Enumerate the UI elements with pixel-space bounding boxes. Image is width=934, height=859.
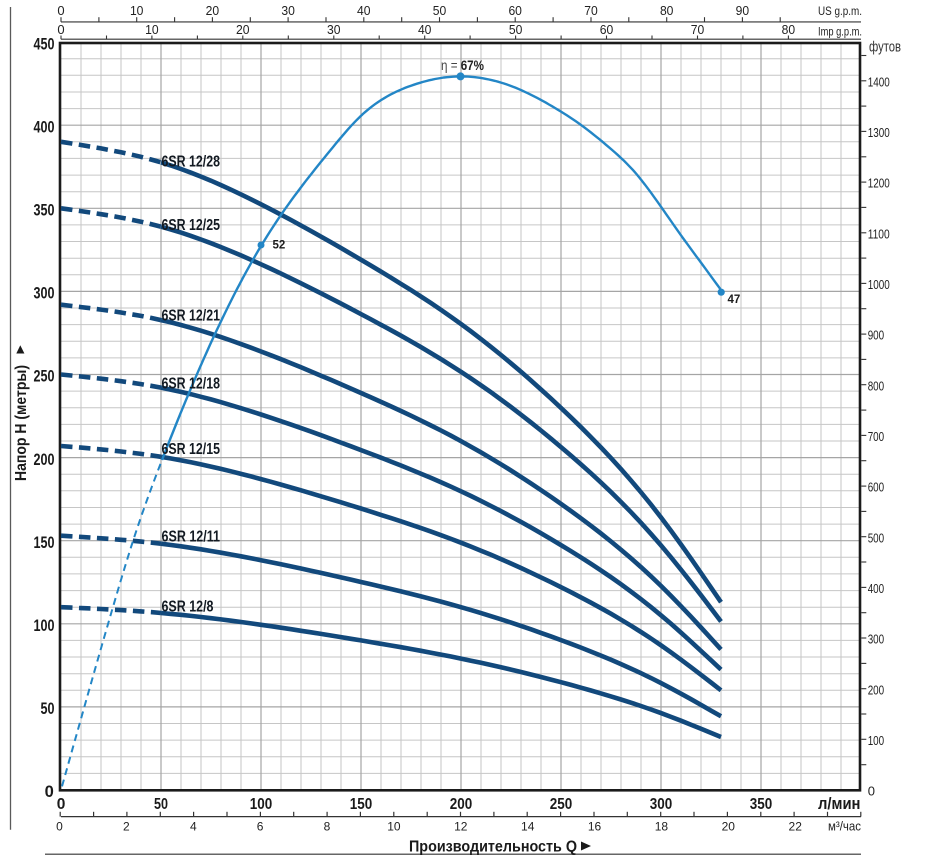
svg-text:450: 450 bbox=[34, 35, 55, 53]
svg-text:40: 40 bbox=[357, 3, 371, 18]
svg-text:30: 30 bbox=[327, 22, 341, 37]
svg-text:90: 90 bbox=[736, 3, 750, 18]
svg-text:250: 250 bbox=[550, 796, 573, 813]
svg-text:400: 400 bbox=[34, 118, 55, 136]
svg-text:300: 300 bbox=[650, 796, 673, 813]
svg-text:6SR 12/21: 6SR 12/21 bbox=[162, 308, 221, 325]
svg-text:900: 900 bbox=[868, 328, 885, 343]
svg-text:100: 100 bbox=[250, 796, 273, 813]
svg-text:6SR 12/8: 6SR 12/8 bbox=[162, 599, 214, 616]
svg-text:350: 350 bbox=[34, 202, 55, 220]
svg-text:л/мин: л/мин bbox=[818, 794, 861, 813]
svg-text:0: 0 bbox=[45, 783, 54, 801]
svg-text:Imp g.p.m.: Imp g.p.m. bbox=[818, 25, 862, 39]
svg-text:0: 0 bbox=[56, 819, 63, 833]
svg-text:100: 100 bbox=[34, 617, 55, 635]
svg-text:Производительность Q: Производительность Q bbox=[409, 839, 577, 856]
svg-text:300: 300 bbox=[34, 285, 55, 303]
svg-text:60: 60 bbox=[600, 22, 614, 37]
svg-text:20: 20 bbox=[722, 819, 736, 833]
svg-text:1400: 1400 bbox=[868, 74, 890, 89]
svg-text:2: 2 bbox=[123, 819, 130, 833]
svg-text:1300: 1300 bbox=[868, 125, 890, 140]
svg-text:100: 100 bbox=[868, 733, 885, 748]
svg-text:700: 700 bbox=[868, 429, 885, 444]
svg-text:US g.p.m.: US g.p.m. bbox=[818, 4, 862, 18]
svg-text:4: 4 bbox=[190, 819, 197, 833]
svg-text:6SR 12/18: 6SR 12/18 bbox=[162, 376, 221, 393]
svg-text:8: 8 bbox=[324, 819, 331, 833]
svg-text:70: 70 bbox=[584, 3, 598, 18]
svg-text:40: 40 bbox=[418, 22, 432, 37]
svg-text:18: 18 bbox=[655, 819, 669, 833]
svg-text:400: 400 bbox=[868, 581, 885, 596]
svg-text:10: 10 bbox=[130, 3, 144, 18]
svg-text:300: 300 bbox=[868, 632, 885, 647]
svg-text:70: 70 bbox=[691, 22, 705, 37]
svg-text:10: 10 bbox=[387, 819, 401, 833]
svg-text:1100: 1100 bbox=[868, 226, 890, 241]
svg-text:6SR 12/28: 6SR 12/28 bbox=[162, 154, 221, 171]
svg-text:12: 12 bbox=[454, 819, 468, 833]
svg-text:0: 0 bbox=[57, 22, 64, 37]
svg-text:6SR 12/11: 6SR 12/11 bbox=[162, 529, 221, 546]
svg-text:1200: 1200 bbox=[868, 176, 890, 191]
svg-text:150: 150 bbox=[34, 534, 55, 552]
svg-text:0: 0 bbox=[868, 784, 875, 799]
svg-text:20: 20 bbox=[206, 3, 220, 18]
svg-text:1000: 1000 bbox=[868, 277, 890, 292]
svg-text:Напор H (метры): Напор H (метры) bbox=[13, 365, 30, 481]
svg-text:47: 47 bbox=[728, 294, 741, 306]
svg-text:14: 14 bbox=[521, 819, 535, 833]
svg-text:200: 200 bbox=[868, 682, 885, 697]
svg-text:150: 150 bbox=[350, 796, 373, 813]
svg-text:0: 0 bbox=[57, 3, 64, 18]
svg-text:10: 10 bbox=[145, 22, 159, 37]
svg-text:350: 350 bbox=[750, 796, 773, 813]
svg-text:0: 0 bbox=[57, 796, 66, 813]
svg-text:футов: футов bbox=[869, 39, 901, 56]
svg-text:6: 6 bbox=[257, 819, 264, 833]
svg-text:50: 50 bbox=[154, 796, 168, 813]
svg-text:600: 600 bbox=[868, 480, 885, 495]
svg-text:50: 50 bbox=[509, 22, 523, 37]
svg-text:800: 800 bbox=[868, 378, 885, 393]
svg-text:30: 30 bbox=[281, 3, 295, 18]
svg-text:50: 50 bbox=[433, 3, 447, 18]
svg-text:6SR 12/15: 6SR 12/15 bbox=[162, 441, 221, 458]
svg-text:200: 200 bbox=[34, 451, 55, 469]
svg-text:250: 250 bbox=[34, 368, 55, 386]
svg-text:м³/час: м³/час bbox=[828, 820, 861, 834]
svg-text:52: 52 bbox=[273, 240, 286, 252]
svg-text:80: 80 bbox=[782, 22, 796, 37]
svg-text:500: 500 bbox=[868, 530, 885, 545]
svg-text:22: 22 bbox=[789, 819, 803, 833]
svg-text:80: 80 bbox=[660, 3, 674, 18]
svg-text:50: 50 bbox=[41, 700, 55, 718]
svg-text:η = 67%: η = 67% bbox=[441, 58, 484, 73]
svg-text:20: 20 bbox=[236, 22, 250, 37]
svg-text:60: 60 bbox=[508, 3, 522, 18]
svg-text:6SR 12/25: 6SR 12/25 bbox=[162, 217, 221, 234]
svg-text:16: 16 bbox=[588, 819, 602, 833]
svg-text:200: 200 bbox=[450, 796, 473, 813]
